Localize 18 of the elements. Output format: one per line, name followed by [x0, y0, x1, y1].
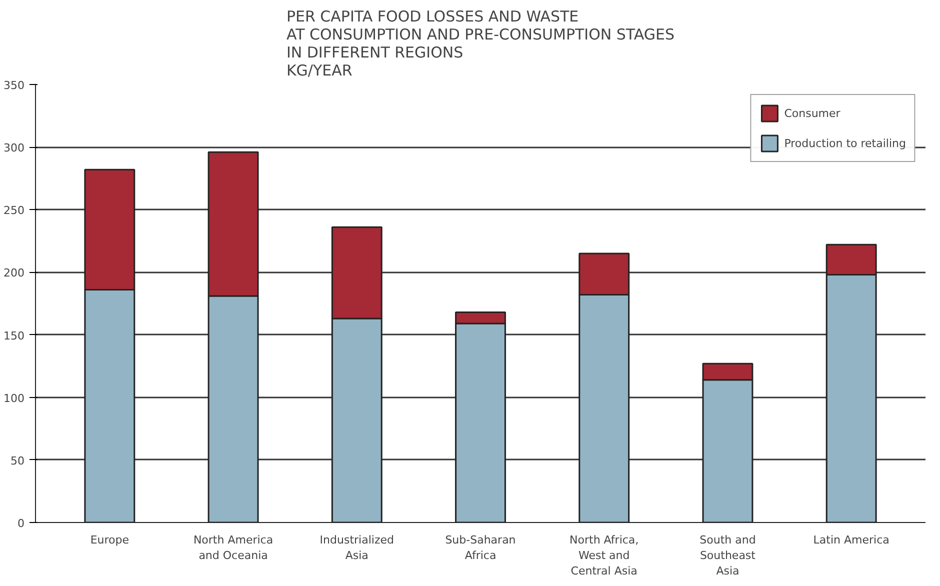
x-tick-label: Europe [90, 534, 130, 546]
y-tick-label: 100 [4, 392, 25, 405]
legend-label: Consumer [784, 106, 840, 120]
y-tick-label: 300 [4, 142, 25, 155]
legend-label: Production to retailing [784, 136, 906, 150]
y-tick-label: 0 [18, 517, 24, 530]
y-tick-label: 350 [4, 79, 25, 92]
x-tick-label: Latin America [813, 534, 890, 546]
x-tick-label: North America and Oceania [193, 534, 274, 562]
x-tick-label: Industrialized Asia [320, 534, 394, 562]
y-tick-label: 250 [4, 204, 25, 218]
y-tick-label: 50 [10, 454, 25, 468]
x-tick-label: North Africa, West and Central Asia [570, 534, 639, 578]
y-tick-label: 200 [4, 266, 25, 280]
x-tick-label: Sub-Saharan Africa [445, 534, 516, 562]
x-tick-label: South and Southeast Asia [700, 534, 756, 578]
chart-title: PER CAPITA FOOD LOSSES AND WASTE AT CONSUMPTION AND PRE-CONSUMPTION STAGES IN DIFFERENT REGIONS KG/YEAR [286, 8, 675, 80]
y-tick-label: 150 [4, 329, 25, 342]
